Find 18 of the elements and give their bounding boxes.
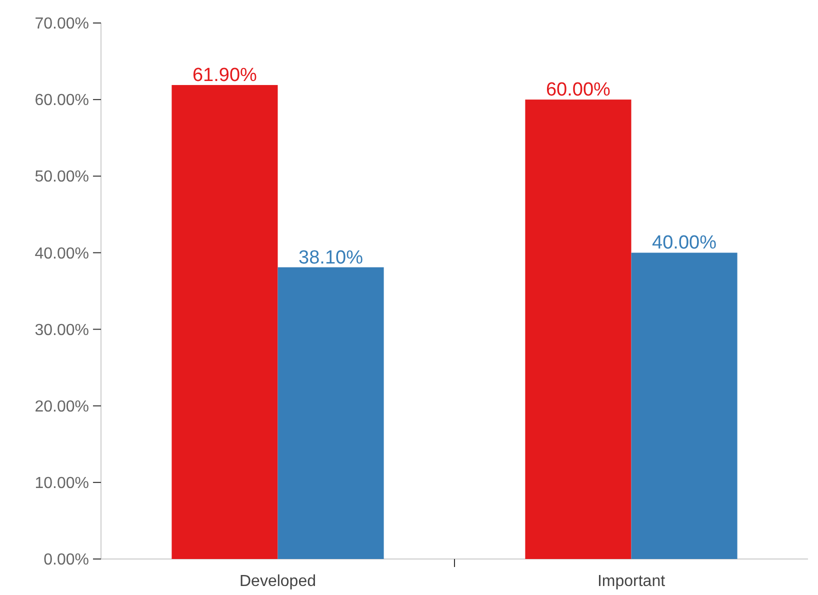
y-tick-label: 20.00% [34, 398, 89, 416]
y-tick-label: 40.00% [34, 245, 89, 262]
bar [525, 100, 632, 559]
data-label: 40.00% [652, 232, 717, 254]
x-tick-label: Developed [240, 573, 316, 590]
bar [172, 85, 278, 559]
bar [278, 267, 384, 559]
y-tick-label: 60.00% [34, 92, 89, 110]
y-tick-label: 10.00% [34, 475, 89, 492]
y-tick-label: 70.00% [34, 16, 89, 33]
data-label: 60.00% [546, 80, 611, 101]
y-tick-label: 30.00% [34, 322, 89, 339]
data-label: 38.10% [298, 247, 364, 268]
bar [631, 252, 738, 559]
data-label: 61.90% [192, 65, 258, 86]
y-tick-label: 0.00% [44, 552, 89, 569]
y-tick-label: 50.00% [34, 168, 89, 186]
x-tick-label: Important [597, 573, 666, 590]
